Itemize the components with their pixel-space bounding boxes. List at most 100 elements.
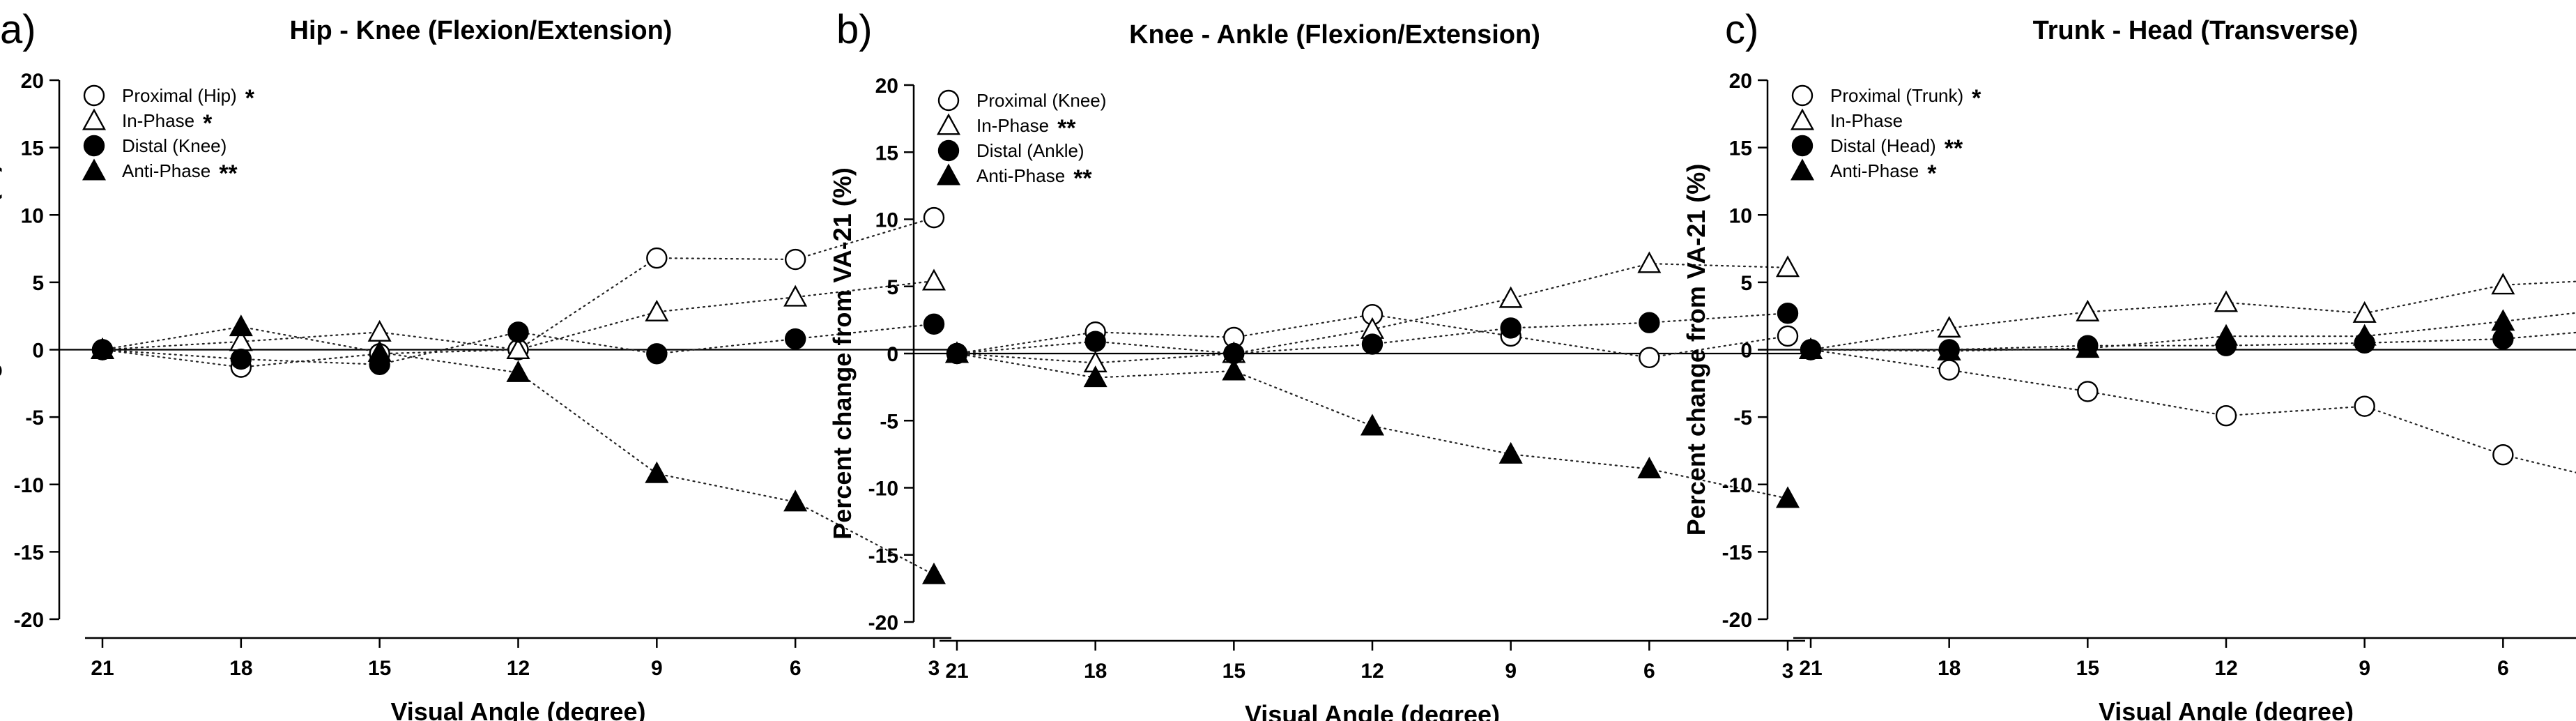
data-point-s2-9 <box>645 299 669 321</box>
y-tick-label: 5 <box>32 272 44 295</box>
legend-entry-2: In-Phase * <box>122 110 213 137</box>
legend-marker-4 <box>1790 158 1815 181</box>
y-tick-label: 10 <box>21 204 44 227</box>
data-point-s3-3 <box>1777 303 1799 324</box>
data-point-s1-15 <box>2077 381 2099 402</box>
data-point-s4-18 <box>229 314 253 337</box>
y-tick-label: -20 <box>14 609 44 632</box>
legend-marker-2 <box>82 108 107 130</box>
data-point-s1-6 <box>784 248 806 271</box>
data-point-s2-15 <box>367 319 392 342</box>
data-point-s4-9 <box>1498 441 1523 464</box>
y-axis-title: Percent change from VA-21 (%) <box>0 164 2 536</box>
y-tick-label: 15 <box>875 142 898 165</box>
data-point-s4-18 <box>1937 338 1961 360</box>
data-point-s2-3 <box>1775 255 1800 278</box>
legend-entry-4: Anti-Phase ** <box>976 165 1092 192</box>
data-point-s4-9 <box>645 461 669 483</box>
y-tick-label: 0 <box>1740 340 1752 363</box>
x-tick-label: 21 <box>91 657 114 680</box>
data-point-s4-15 <box>1222 358 1246 381</box>
data-point-s4-3 <box>1775 486 1800 508</box>
legend-entry-4: Anti-Phase ** <box>122 160 238 187</box>
x-tick-label: 21 <box>945 660 968 683</box>
significance-marker: ** <box>219 160 238 187</box>
legend-entry-3: Distal (Ankle) <box>976 140 1084 161</box>
legend-entry-2: In-Phase ** <box>976 115 1076 142</box>
data-point-s2-9 <box>1498 286 1523 308</box>
data-point-s4-12 <box>506 360 530 382</box>
legend-marker-4 <box>936 163 961 185</box>
x-tick-label: 15 <box>2076 657 2099 680</box>
data-point-s1-12 <box>2215 404 2237 427</box>
x-tick-label: 15 <box>1222 660 1245 683</box>
legend-label: In-Phase <box>976 115 1049 136</box>
y-tick-label: 20 <box>875 75 898 98</box>
legend-label: Anti-Phase <box>122 160 210 181</box>
x-axis-title: Visual Angle (degree) <box>1245 700 1500 721</box>
data-point-s4-9 <box>2352 324 2377 346</box>
legend-label: Anti-Phase <box>1830 160 1919 181</box>
y-tick-label: 10 <box>875 209 898 232</box>
y-tick-label: -5 <box>25 407 44 430</box>
panel-label: c) <box>1725 7 1758 52</box>
legend-entry-3: Distal (Knee) <box>122 135 227 156</box>
legend-entry-1: Proximal (Hip) * <box>122 85 255 112</box>
data-point-s2-3 <box>921 268 946 291</box>
legend-label: Proximal (Knee) <box>976 90 1106 111</box>
chart-panel-3: c) Trunk - Head (Transverse) 20 15 10 5 0 -5 -10… <box>1682 7 2576 721</box>
chart-title: Hip - Knee (Flexion/Extension) <box>290 16 673 45</box>
x-tick-label: 9 <box>1505 660 1517 683</box>
x-tick-label: 6 <box>1643 660 1655 683</box>
legend-entry-2: In-Phase <box>1830 110 1903 131</box>
x-tick-label: 9 <box>2359 657 2370 680</box>
x-tick-label: 18 <box>229 657 252 680</box>
y-axis-title: Percent change from VA-21 (%) <box>1682 164 1710 536</box>
legend-label: Distal (Knee) <box>122 135 227 156</box>
significance-marker: * <box>1927 160 1937 187</box>
x-tick-label: 3 <box>928 657 940 680</box>
y-tick-label: -20 <box>1722 609 1752 632</box>
legend-label: In-Phase <box>122 110 194 131</box>
y-tick-label: 0 <box>32 340 44 363</box>
data-point-s3-6 <box>1639 312 1660 333</box>
data-point-s3-9 <box>646 343 668 365</box>
data-point-s4-6 <box>1637 457 1662 479</box>
data-point-s4-6 <box>2491 309 2515 331</box>
x-tick-label: 6 <box>2497 657 2509 680</box>
series-line-1 <box>1809 349 2576 473</box>
legend-label: Proximal (Hip) <box>122 85 237 106</box>
x-tick-label: 15 <box>368 657 391 680</box>
data-point-s4-3 <box>921 562 946 584</box>
y-tick-label: 5 <box>1740 272 1752 295</box>
data-point-s2-12 <box>2214 290 2239 312</box>
y-tick-label: 0 <box>887 343 898 366</box>
chart-title: Trunk - Head (Transverse) <box>2033 16 2359 45</box>
legend-marker-2 <box>936 113 961 135</box>
y-tick-label: -15 <box>14 541 44 564</box>
data-point-s4-21 <box>944 341 969 363</box>
y-tick-label: -20 <box>868 612 898 635</box>
y-tick-label: -10 <box>868 478 898 501</box>
data-point-s1-9 <box>2354 395 2375 417</box>
data-point-s4-21 <box>1798 337 1823 359</box>
data-point-s1-3 <box>923 206 945 229</box>
legend-label: In-Phase <box>1830 110 1903 131</box>
data-point-s4-21 <box>90 337 115 359</box>
significance-marker: * <box>1972 85 1981 112</box>
legend-label: Distal (Head) <box>1830 135 1936 156</box>
data-point-s2-6 <box>1637 251 1662 273</box>
data-point-s4-15 <box>367 340 392 362</box>
data-point-s3-6 <box>2492 328 2514 350</box>
y-tick-label: 10 <box>1729 204 1752 227</box>
significance-marker: ** <box>1057 115 1076 142</box>
legend-marker-3 <box>937 139 960 162</box>
data-point-s3-18 <box>230 348 252 370</box>
panel-label: a) <box>0 7 36 52</box>
data-point-s2-9 <box>2352 301 2377 323</box>
legend-marker-3 <box>83 135 105 157</box>
data-point-s3-6 <box>784 328 806 350</box>
panel-label: b) <box>836 7 873 52</box>
legend-marker-1 <box>83 84 105 107</box>
